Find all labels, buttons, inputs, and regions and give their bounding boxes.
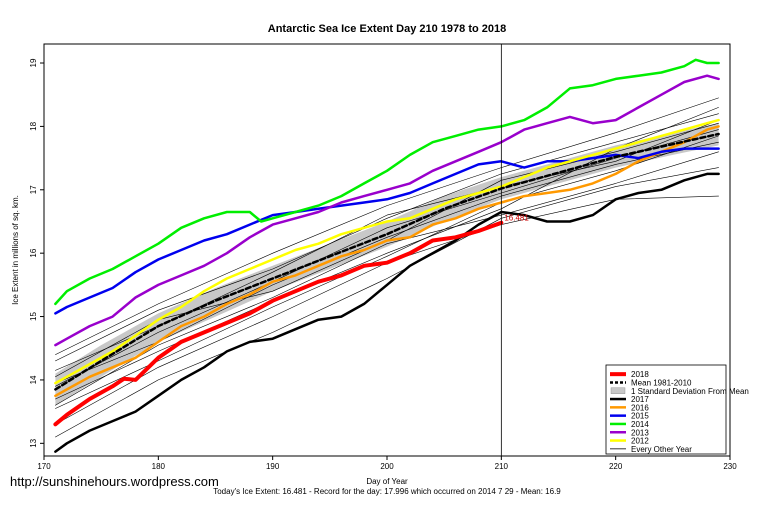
series-line-2013 xyxy=(54,74,720,347)
series-line-2015 xyxy=(54,147,720,315)
legend-box xyxy=(605,364,727,455)
legend-label: 2015 xyxy=(631,412,649,421)
std-dev-band xyxy=(55,123,719,406)
x-tick-label: 200 xyxy=(380,462,394,471)
legend-label: 2017 xyxy=(631,395,649,404)
series-layer xyxy=(53,58,720,453)
other-year-line-3 xyxy=(55,129,719,387)
y-tick-label: 19 xyxy=(29,58,38,67)
x-axis-label: Day of Year xyxy=(366,477,408,486)
x-tick-label: 220 xyxy=(609,462,623,471)
x-tick-label: 170 xyxy=(37,462,51,471)
x-tick-label: 210 xyxy=(495,462,509,471)
x-tick-label: 230 xyxy=(723,462,737,471)
legend-label: 2013 xyxy=(631,428,649,437)
legend-label: 1 Standard Deviation From Mean xyxy=(631,387,749,396)
y-axis: 13 14 15 16 17 18 19 xyxy=(29,58,44,448)
legend-label: 2012 xyxy=(631,437,649,446)
series-line-2012 xyxy=(54,118,720,385)
other-year-line-1 xyxy=(55,113,719,362)
other-year-line-7 xyxy=(55,97,719,355)
y-tick-label: 18 xyxy=(29,121,38,130)
series-line-2017 xyxy=(54,172,720,453)
chart-title: Antarctic Sea Ice Extent Day 210 1978 to… xyxy=(268,23,506,35)
legend-label: 2014 xyxy=(631,420,649,429)
series-line-2016 xyxy=(54,125,720,398)
other-year-line-2 xyxy=(55,135,719,409)
reference-line-layer: 16.481 xyxy=(500,44,529,456)
series-line-2018 xyxy=(53,220,504,427)
legend-label: Mean 1981-2010 xyxy=(631,378,692,387)
footer-stats-text: Today's Ice Extent: 16.481 - Record for … xyxy=(213,487,561,496)
y-tick-label: 15 xyxy=(29,312,38,321)
y-tick-label: 16 xyxy=(29,248,38,257)
plot-area: 16.481 xyxy=(43,43,731,457)
x-axis: 170 180 190 200 210 220 230 xyxy=(37,456,737,471)
legend-label: Every Other Year xyxy=(631,445,692,454)
legend-label: 2016 xyxy=(631,403,649,412)
y-tick-label: 17 xyxy=(29,185,38,194)
std-dev-band-layer xyxy=(55,123,719,406)
y-tick-label: 14 xyxy=(29,375,38,384)
other-year-line-11 xyxy=(55,151,719,406)
x-tick-label: 190 xyxy=(266,462,280,471)
source-url-text: http://sunshinehours.wordpress.com xyxy=(10,474,219,489)
y-tick-label: 13 xyxy=(29,438,38,447)
other-year-line-4 xyxy=(55,167,719,438)
y-axis-label: Ice Extent in millions of sq. km. xyxy=(11,195,20,305)
series-line-2014 xyxy=(54,58,720,306)
series-line-mean-1981-2010 xyxy=(54,132,720,391)
x-tick-label: 180 xyxy=(152,462,166,471)
legend-swatch-band xyxy=(610,387,626,394)
current-value-annotation: 16.481 xyxy=(504,214,529,223)
legend-label: 2018 xyxy=(631,370,649,379)
